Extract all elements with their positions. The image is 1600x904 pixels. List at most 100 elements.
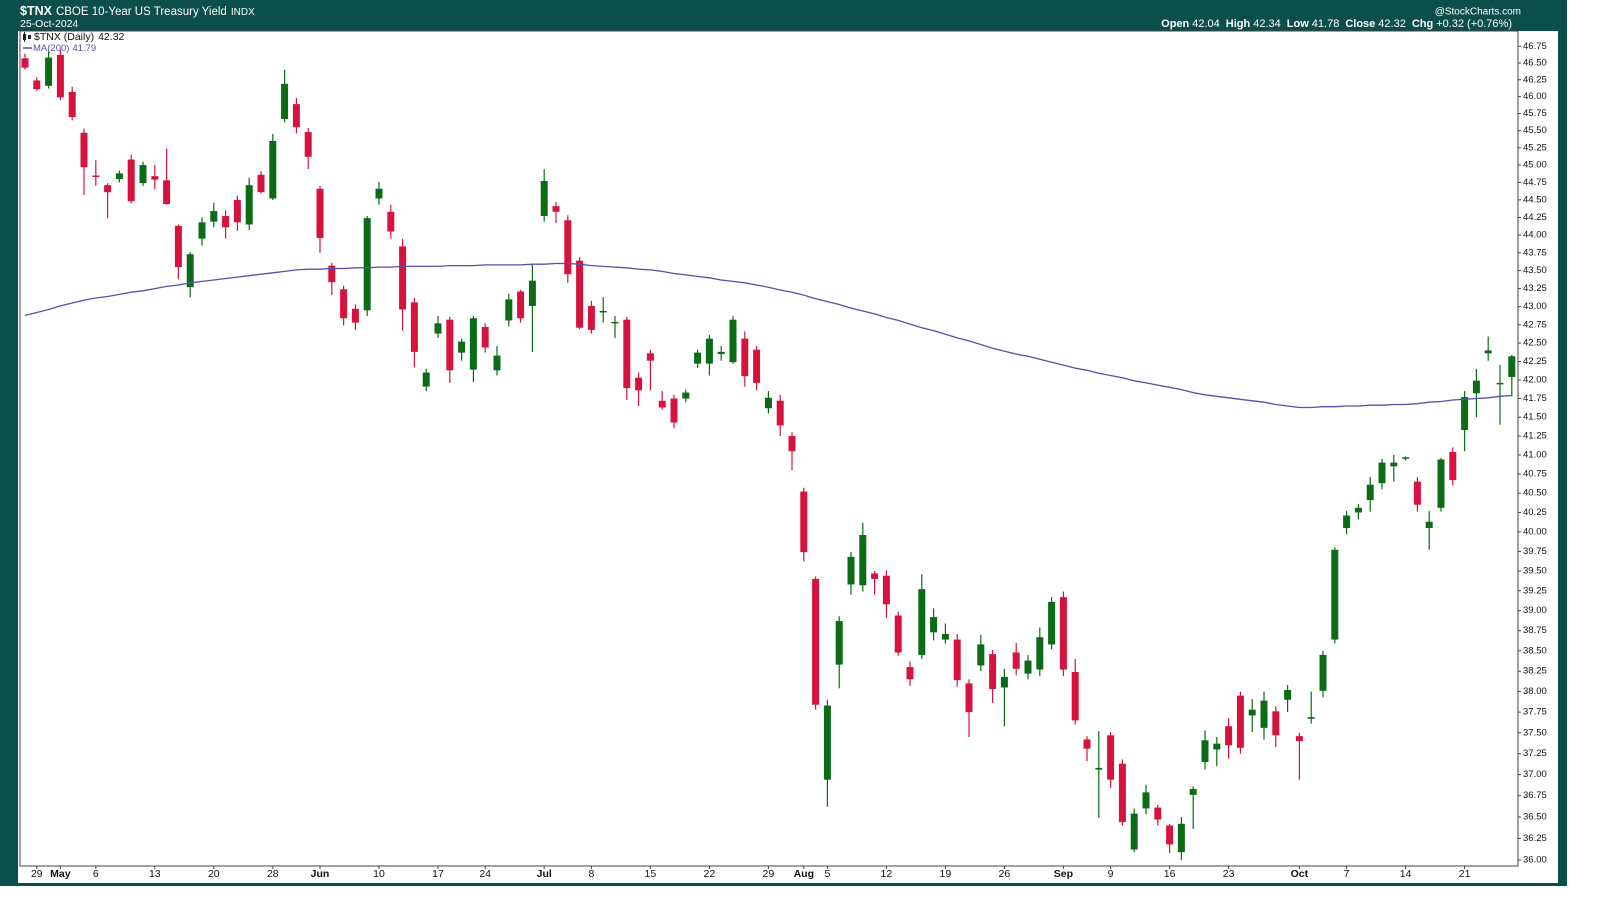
y-tick-label: 42.25 <box>1523 356 1547 367</box>
x-tick-label: 24 <box>479 868 491 880</box>
candle-body <box>505 299 513 321</box>
candle-body <box>304 132 312 157</box>
y-tick-label: 44.75 <box>1523 177 1547 188</box>
legend-entry: $TNX (Daily) 42.32 <box>34 31 125 43</box>
x-tick-label: Sep <box>1054 868 1073 880</box>
legend-value: 42.32 <box>98 31 124 43</box>
x-tick-label: 5 <box>824 868 830 880</box>
candle-body <box>375 188 383 199</box>
candle-body <box>764 397 772 409</box>
y-tick-label: 38.75 <box>1523 625 1547 636</box>
candle-body <box>1036 637 1044 670</box>
candle-body <box>646 353 654 361</box>
y-tick-label: 46.25 <box>1523 74 1547 85</box>
y-tick-label: 39.75 <box>1523 546 1547 557</box>
candle-body <box>965 683 973 713</box>
x-tick-label: May <box>50 868 71 880</box>
candle-body <box>1508 356 1516 377</box>
candle-body <box>163 180 171 205</box>
candle-body <box>930 617 938 633</box>
candle-body <box>623 319 631 389</box>
candle-body <box>1118 763 1126 823</box>
candle-body <box>1012 652 1020 669</box>
candle-body <box>823 705 831 780</box>
candle-body <box>599 310 607 313</box>
candle-body <box>245 185 253 225</box>
candle-body <box>611 321 619 324</box>
y-tick-label: 41.25 <box>1523 431 1547 442</box>
candle-body <box>316 188 324 238</box>
candle-body <box>1024 660 1032 674</box>
candle-body <box>458 341 466 353</box>
candle-body <box>1496 382 1504 385</box>
candle-body <box>1130 813 1138 850</box>
candle-body <box>682 392 690 399</box>
candle-body <box>847 556 855 585</box>
candle-body <box>859 534 867 586</box>
y-tick-label: 45.00 <box>1523 160 1547 171</box>
x-tick-label: 16 <box>1164 868 1176 880</box>
legend-value: 41.79 <box>72 43 96 54</box>
x-tick-label: 21 <box>1459 868 1471 880</box>
header-title: $TNX CBOE 10-Year US Treasury Yield INDX <box>20 4 255 18</box>
candle-body <box>977 644 985 666</box>
candle-body <box>1484 350 1492 354</box>
y-tick-label: 45.50 <box>1523 125 1547 136</box>
header-label: Chg <box>1412 18 1433 30</box>
candle-body <box>658 400 666 408</box>
candle-body <box>68 91 76 118</box>
candle-body <box>753 349 761 383</box>
candle-body <box>387 211 395 232</box>
y-tick-label: 37.75 <box>1523 707 1547 718</box>
y-tick-label: 38.00 <box>1523 686 1547 697</box>
y-tick-label: 42.00 <box>1523 374 1547 385</box>
candle-body <box>1343 515 1351 528</box>
candle-body <box>1284 689 1292 700</box>
candle-body <box>1378 462 1386 484</box>
candle-body <box>528 280 536 306</box>
y-tick-label: 36.50 <box>1523 812 1547 823</box>
x-tick-label: 14 <box>1400 868 1412 880</box>
candle-body <box>80 132 88 168</box>
candle-body <box>906 667 914 680</box>
y-tick-label: 44.50 <box>1523 194 1547 205</box>
y-tick-label: 44.25 <box>1523 212 1547 223</box>
x-tick-label: 13 <box>149 868 161 880</box>
y-tick-label: 37.00 <box>1523 769 1547 780</box>
candle-body <box>1154 807 1162 820</box>
x-tick-label: 29 <box>763 868 775 880</box>
candle-body <box>222 216 230 228</box>
header-value: (+0.76%) <box>1467 18 1512 30</box>
header-label: Low <box>1287 18 1309 30</box>
candle-body <box>564 220 572 275</box>
candle-body <box>1048 601 1056 645</box>
candle-body <box>552 206 560 212</box>
candle-body <box>894 615 902 653</box>
header-value: +0.32 <box>1436 18 1464 30</box>
y-tick-label: 41.75 <box>1523 393 1547 404</box>
y-tick-label: 38.25 <box>1523 666 1547 677</box>
candle-body <box>210 211 218 222</box>
candle-body <box>717 351 725 355</box>
y-tick-label: 40.50 <box>1523 488 1547 499</box>
x-tick-label: 7 <box>1344 868 1350 880</box>
candle-body <box>422 372 430 387</box>
y-tick-label: 40.75 <box>1523 469 1547 480</box>
legend-entry: MA(200) 41.79 <box>33 43 96 54</box>
candle-body <box>139 165 147 184</box>
candle-body <box>481 326 489 348</box>
candle-body <box>1000 676 1008 688</box>
candle-body <box>576 260 584 328</box>
candle-body <box>340 289 348 319</box>
candle-body <box>1177 823 1185 853</box>
header-value: 42.32 <box>1378 18 1406 30</box>
candle-body <box>882 575 890 605</box>
legend-icon <box>28 35 31 39</box>
x-tick-label: 15 <box>645 868 657 880</box>
x-tick-label: 6 <box>93 868 99 880</box>
x-tick-label: 28 <box>267 868 279 880</box>
y-tick-label: 36.25 <box>1523 833 1547 844</box>
x-tick-label: 22 <box>704 868 716 880</box>
candle-body <box>434 323 442 334</box>
